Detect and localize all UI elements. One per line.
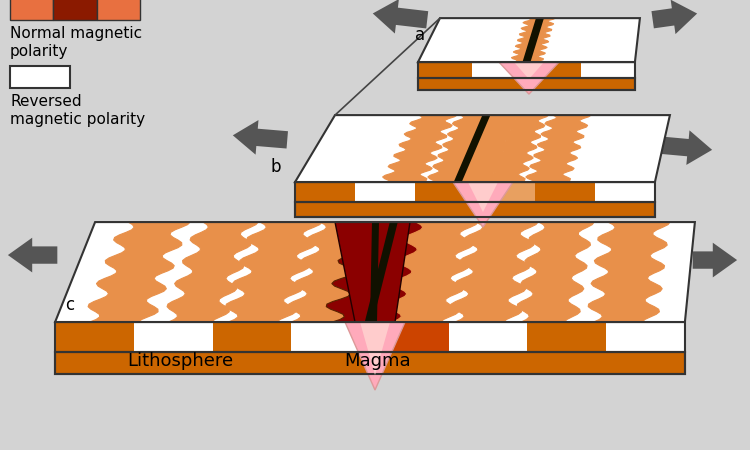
Polygon shape (345, 322, 405, 390)
Text: c: c (65, 296, 74, 314)
Polygon shape (535, 182, 595, 202)
Bar (53, 0, 97, 20)
Polygon shape (448, 322, 527, 352)
Text: Normal magnetic
polarity: Normal magnetic polarity (10, 26, 142, 59)
Polygon shape (326, 222, 442, 322)
Text: a: a (415, 26, 425, 44)
Polygon shape (360, 322, 390, 375)
Polygon shape (55, 352, 685, 374)
Polygon shape (295, 115, 670, 182)
Polygon shape (451, 222, 538, 322)
Polygon shape (335, 222, 410, 322)
Polygon shape (595, 182, 655, 202)
Polygon shape (288, 222, 382, 322)
Polygon shape (134, 322, 212, 352)
Polygon shape (295, 202, 655, 217)
Polygon shape (295, 182, 355, 202)
Polygon shape (291, 322, 370, 352)
Polygon shape (167, 222, 258, 322)
Polygon shape (355, 182, 415, 202)
Polygon shape (512, 18, 556, 62)
Polygon shape (588, 222, 670, 322)
Polygon shape (212, 322, 291, 352)
Polygon shape (382, 115, 458, 182)
Polygon shape (388, 222, 478, 322)
Polygon shape (580, 62, 635, 78)
Polygon shape (418, 18, 640, 62)
Polygon shape (527, 322, 606, 352)
Polygon shape (370, 222, 379, 322)
Polygon shape (88, 222, 190, 322)
Polygon shape (418, 62, 472, 78)
Text: Reversed
magnetic polarity: Reversed magnetic polarity (10, 94, 146, 126)
Polygon shape (418, 62, 635, 78)
Polygon shape (364, 222, 398, 322)
Polygon shape (295, 182, 655, 202)
Polygon shape (370, 322, 448, 352)
Polygon shape (523, 18, 544, 62)
Polygon shape (427, 115, 495, 182)
Polygon shape (226, 222, 322, 322)
Polygon shape (606, 322, 685, 352)
Polygon shape (55, 322, 134, 352)
Bar (97, 0, 140, 20)
Polygon shape (518, 222, 594, 322)
Polygon shape (499, 62, 559, 94)
Polygon shape (526, 62, 580, 78)
Polygon shape (415, 182, 475, 202)
Bar (10, 66, 70, 88)
Bar (10, 0, 53, 20)
Polygon shape (453, 182, 513, 227)
Polygon shape (454, 115, 524, 182)
Polygon shape (472, 62, 526, 78)
Polygon shape (526, 115, 591, 182)
Text: Magma: Magma (345, 352, 411, 370)
Polygon shape (418, 78, 635, 90)
Polygon shape (55, 222, 695, 322)
Polygon shape (514, 62, 544, 79)
Polygon shape (475, 182, 535, 202)
Text: Lithosphere: Lithosphere (127, 352, 233, 370)
Text: b: b (270, 158, 280, 176)
Polygon shape (485, 115, 549, 182)
Polygon shape (454, 115, 491, 182)
Polygon shape (468, 182, 498, 212)
Polygon shape (55, 322, 685, 352)
